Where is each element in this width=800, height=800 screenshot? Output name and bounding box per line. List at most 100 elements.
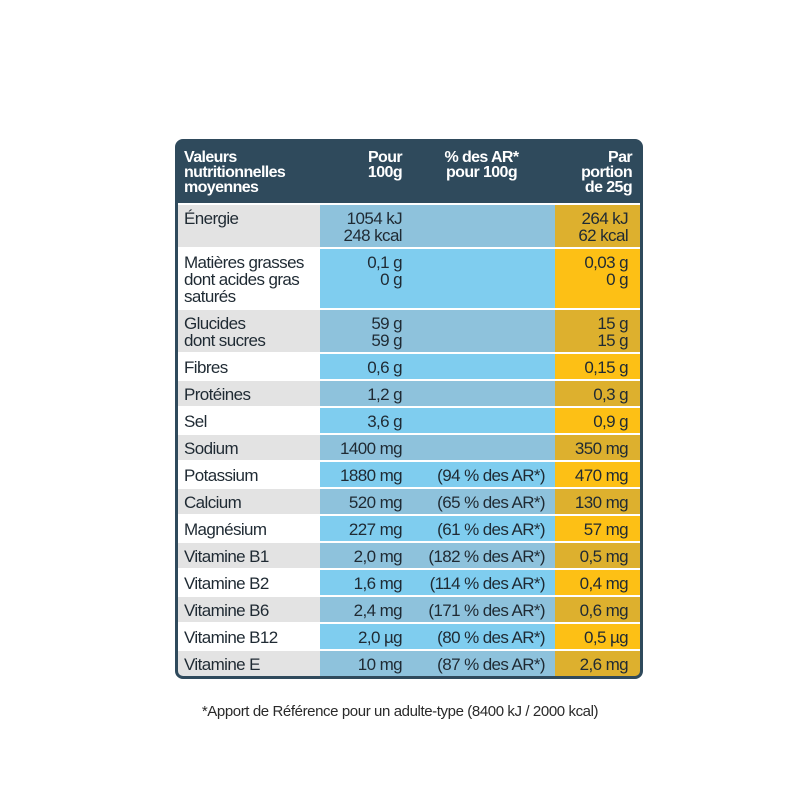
value-per-100g: 59 g 59 g [320, 308, 408, 353]
nutrient-name-line: Vitamine E [184, 655, 261, 674]
ar-percent: (114 % des AR*) [408, 568, 555, 596]
value-per-portion: 470 mg [555, 460, 640, 488]
header-line: Valeurs [184, 149, 237, 166]
value-per-100g-line: 10 mg [357, 655, 403, 674]
nutrient-name: Vitamine B1 [178, 541, 320, 569]
nutrient-name: Potassium [178, 460, 320, 488]
table-row: Vitamine E 10 mg (87 % des AR*) 2,6 mg [178, 649, 640, 676]
ar-percent [408, 203, 555, 248]
ar-percent [408, 352, 555, 380]
nutrient-name-line: Calcium [184, 493, 242, 512]
nutrient-name-line: Glucides [184, 314, 246, 333]
value-per-portion-line: 264 kJ [581, 209, 629, 228]
nutrient-name: Énergie [178, 203, 320, 248]
nutrient-name: Fibres [178, 352, 320, 380]
nutrient-name: Calcium [178, 487, 320, 515]
value-per-portion-line: 57 mg [583, 520, 629, 539]
value-per-portion-line: 2,6 mg [579, 655, 629, 674]
footnote: *Apport de Référence pour un adulte-type… [201, 703, 599, 720]
table-row: Énergie 1054 kJ 248 kcal 264 kJ 62 kcal [178, 203, 640, 248]
header-line: Pour [367, 149, 403, 166]
value-per-portion-line: 0,5 mg [579, 547, 629, 566]
header-line: moyennes [184, 179, 259, 196]
header-nutrient: Valeurs nutritionnelles moyennes [178, 142, 320, 204]
nutrient-name-line: Potassium [184, 466, 259, 485]
value-per-100g: 1054 kJ 248 kcal [320, 203, 408, 248]
value-per-portion: 350 mg [555, 433, 640, 461]
value-per-100g: 1,2 g [320, 379, 408, 407]
header-row: Valeurs nutritionnelles moyennes Pour 10… [178, 142, 640, 204]
value-per-portion-line: 0,3 g [593, 385, 628, 404]
value-per-100g-line: 520 mg [348, 493, 403, 512]
value-per-100g: 2,4 mg [320, 595, 408, 623]
value-per-portion: 15 g 15 g [555, 308, 640, 353]
value-per-portion-line: 62 kcal [578, 226, 628, 245]
header-line: pour 100g [445, 164, 518, 181]
value-per-100g: 2,0 mg [320, 541, 408, 569]
header-per-portion: Par portion de 25g [555, 142, 640, 204]
value-per-portion-line: 0 g [606, 270, 628, 289]
value-per-100g-line: 1,6 mg [353, 574, 403, 593]
value-per-100g: 1400 mg [320, 433, 408, 461]
nutrient-name-line: Sodium [184, 439, 239, 458]
value-per-portion-line: 0,15 g [584, 358, 628, 377]
table-row: Sodium 1400 mg 350 mg [178, 433, 640, 461]
nutrient-name-line: Magnésium [184, 520, 267, 539]
ar-percent: (61 % des AR*) [408, 514, 555, 542]
nutrient-name: Magnésium [178, 514, 320, 542]
nutrient-name: Protéines [178, 379, 320, 407]
nutrient-name: Vitamine B2 [178, 568, 320, 596]
nutrient-name-line: saturés [184, 287, 236, 306]
value-per-100g-line: 2,4 mg [353, 601, 403, 620]
nutrient-name-line: dont acides gras [184, 270, 300, 289]
value-per-100g-line: 1880 mg [340, 466, 403, 485]
header-line: nutritionnelles [184, 164, 286, 181]
nutrient-name: Sel [178, 406, 320, 434]
table-row: Potassium 1880 mg (94 % des AR*) 470 mg [178, 460, 640, 488]
nutrient-name-line: dont sucres [184, 331, 266, 350]
value-per-100g-line: 2,0 µg [357, 628, 403, 647]
table-row: Vitamine B6 2,4 mg (171 % des AR*) 0,6 mg [178, 595, 640, 623]
nutrient-name: Vitamine B6 [178, 595, 320, 623]
table-row: Vitamine B2 1,6 mg (114 % des AR*) 0,4 mg [178, 568, 640, 596]
nutrient-name: Vitamine E [178, 649, 320, 676]
header-line: portion [581, 164, 633, 181]
value-per-portion-line: 130 mg [574, 493, 629, 512]
nutrient-name-line: Vitamine B1 [184, 547, 269, 566]
value-per-portion: 57 mg [555, 514, 640, 542]
nutrient-name-line: Protéines [184, 385, 251, 404]
value-per-100g-line: 1054 kJ [346, 209, 403, 228]
value-per-100g-line: 0,1 g [367, 253, 402, 272]
value-per-portion-line: 15 g [597, 331, 628, 350]
value-per-100g-line: 1400 mg [340, 439, 403, 458]
value-per-100g: 0,6 g [320, 352, 408, 380]
value-per-portion: 0,9 g [555, 406, 640, 434]
table-row: Glucides dont sucres 59 g 59 g 15 g 15 g [178, 308, 640, 353]
ar-percent: (87 % des AR*) [408, 649, 555, 676]
nutrient-name-line: Énergie [184, 209, 239, 228]
value-per-100g-line: 0 g [380, 270, 402, 289]
nutrition-rows: Énergie 1054 kJ 248 kcal 264 kJ 62 kcal Matiè… [178, 203, 640, 676]
ar-percent: (65 % des AR*) [408, 487, 555, 515]
value-per-portion-line: 350 mg [574, 439, 629, 458]
header-per-100g: Pour 100g [320, 142, 408, 204]
value-per-portion-line: 470 mg [574, 466, 629, 485]
header-ar-percent: % des AR* pour 100g [408, 142, 555, 204]
value-per-portion: 264 kJ 62 kcal [555, 203, 640, 248]
nutrition-table-container: Valeurs nutritionnelles moyennes Pour 10… [175, 139, 643, 679]
nutrient-name: Matières grasses dont acides gras saturés [178, 247, 320, 309]
ar-percent [408, 433, 555, 461]
value-per-portion: 0,4 mg [555, 568, 640, 596]
value-per-portion: 0,15 g [555, 352, 640, 380]
nutrient-name: Vitamine B12 [178, 622, 320, 650]
value-per-portion-line: 0,9 g [593, 412, 628, 431]
ar-percent [408, 308, 555, 353]
value-per-100g: 2,0 µg [320, 622, 408, 650]
ar-percent [408, 247, 555, 309]
value-per-100g-line: 1,2 g [367, 385, 402, 404]
value-per-portion: 0,6 mg [555, 595, 640, 623]
value-per-100g-line: 227 mg [348, 520, 403, 539]
value-per-100g-line: 2,0 mg [353, 547, 403, 566]
